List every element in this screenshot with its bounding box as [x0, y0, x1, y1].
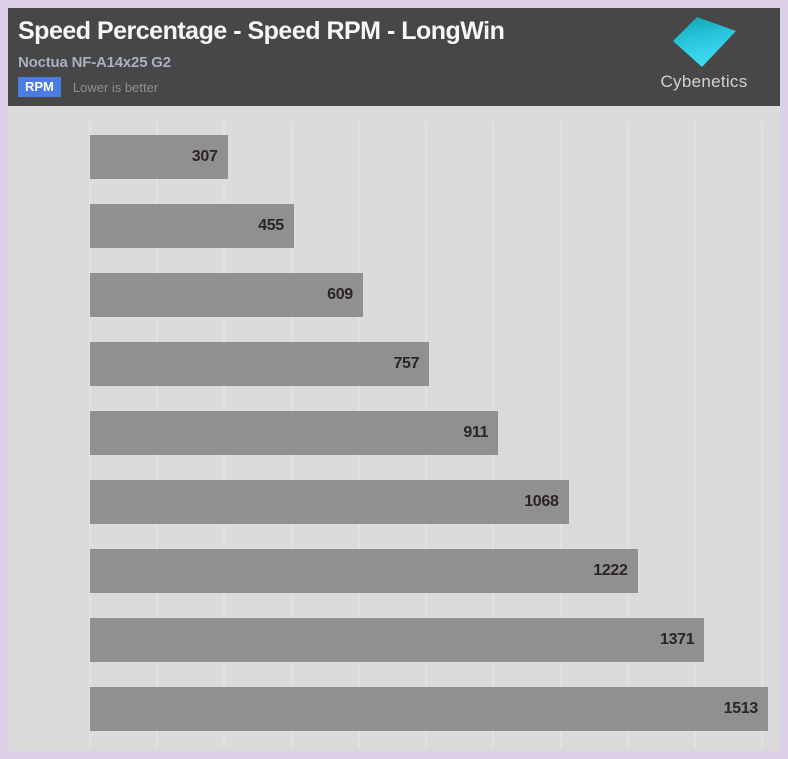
bar-value-label: 307	[191, 148, 218, 165]
bar-value-label: 1371	[659, 631, 695, 648]
bar-plot: 307 455 609 757 911 1068 1222 1371 1513	[89, 106, 777, 751]
bar-value-label: 455	[258, 217, 284, 234]
gridline	[693, 122, 696, 748]
bar-value-label: 911	[463, 424, 489, 441]
bar-row: 911	[90, 411, 499, 455]
unit-badge: RPM	[18, 77, 61, 97]
bar-row: 1513	[90, 687, 769, 731]
bar: 455	[90, 204, 294, 248]
bar: 757	[90, 342, 430, 386]
badge-row: RPM Lower is better	[18, 77, 158, 97]
bar-row: 455	[90, 204, 294, 248]
chart-card: Speed Percentage - Speed RPM - LongWin N…	[8, 8, 780, 751]
bar-value-label: 1513	[723, 700, 759, 717]
cybenetics-logo-text: Cybenetics	[660, 72, 748, 91]
chart-plot-area: 307 455 609 757 911 1068 1222 1371 1513	[8, 106, 780, 751]
chart-subtitle: Noctua NF-A14x25 G2	[18, 54, 171, 71]
cybenetics-logo: Cybenetics	[652, 14, 756, 92]
chart-header: Speed Percentage - Speed RPM - LongWin N…	[8, 8, 780, 106]
bar-value-label: 609	[327, 286, 353, 303]
bar-row: 307	[90, 135, 228, 179]
bar: 911	[90, 411, 499, 455]
bar-row: 757	[90, 342, 430, 386]
bar-value-label: 1068	[524, 493, 559, 510]
bar-row: 1068	[90, 480, 569, 524]
bar: 1513	[90, 687, 769, 731]
bar: 1222	[90, 549, 638, 593]
bar: 1068	[90, 480, 569, 524]
lower-is-better-note: Lower is better	[72, 79, 159, 95]
chart-title: Speed Percentage - Speed RPM - LongWin	[18, 17, 505, 45]
bar: 1371	[90, 618, 705, 662]
gridline	[761, 122, 764, 748]
cybenetics-logo-icon	[670, 17, 738, 74]
bar-row: 1371	[90, 618, 705, 662]
gridline	[559, 122, 562, 748]
bar: 609	[90, 273, 363, 317]
bar-row: 1222	[90, 549, 638, 593]
bar: 307	[90, 135, 228, 179]
bar-value-label: 1222	[593, 562, 628, 579]
gridline	[626, 122, 629, 748]
bar-value-label: 757	[393, 355, 420, 372]
bar-row: 609	[90, 273, 363, 317]
